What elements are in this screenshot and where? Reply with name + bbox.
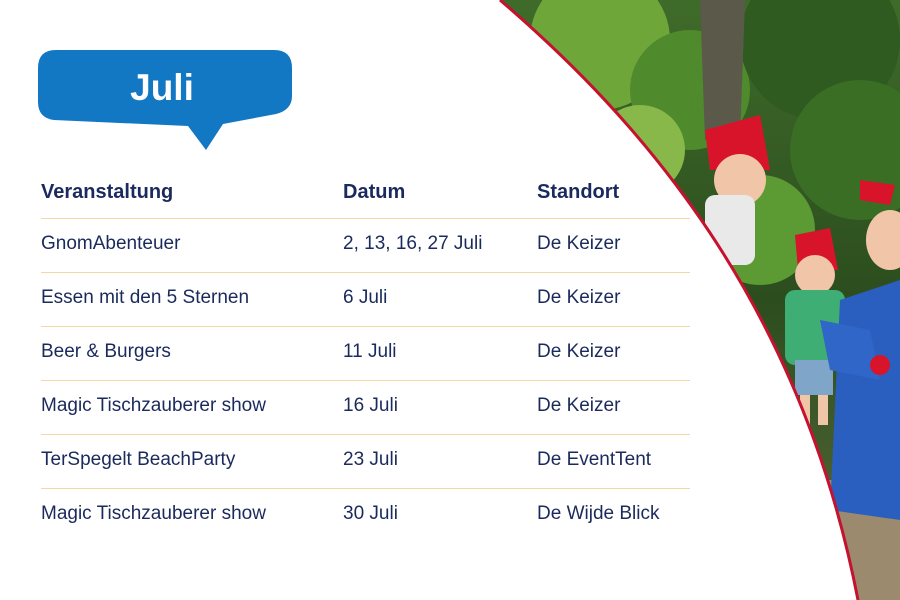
event-date: 30 Juli xyxy=(343,503,398,524)
table-row: Beer & Burgers 11 Juli De Keizer xyxy=(41,327,690,381)
event-name: Essen mit den 5 Sternen xyxy=(41,287,250,308)
event-date: 2, 13, 16, 27 Juli xyxy=(343,233,483,254)
table-row: GnomAbenteuer 2, 13, 16, 27 Juli De Keiz… xyxy=(41,219,690,273)
header-event: Veranstaltung xyxy=(41,181,174,203)
table-row: Magic Tischzauberer show 30 Juli De Wijd… xyxy=(41,489,690,542)
header-location: Standort xyxy=(537,181,620,203)
table-row: Essen mit den 5 Sternen 6 Juli De Keizer xyxy=(41,273,690,327)
event-date: 11 Juli xyxy=(343,341,397,362)
event-location: De EventTent xyxy=(537,449,652,470)
event-location: De Keizer xyxy=(537,287,621,308)
event-location: De Keizer xyxy=(537,233,621,254)
table-row: Magic Tischzauberer show 16 Juli De Keiz… xyxy=(41,381,690,435)
event-location: De Keizer xyxy=(537,395,621,416)
event-name: Beer & Burgers xyxy=(41,341,171,362)
events-table: Veranstaltung Datum Standort GnomAbenteu… xyxy=(41,168,690,542)
event-name: GnomAbenteuer xyxy=(41,233,181,254)
event-date: 6 Juli xyxy=(343,287,388,308)
month-title: Juli xyxy=(130,67,194,108)
event-date: 23 Juli xyxy=(343,449,398,470)
event-location: De Wijde Blick xyxy=(537,503,660,524)
event-date: 16 Juli xyxy=(343,395,398,416)
month-badge: Juli xyxy=(38,50,292,150)
event-name: TerSpegelt BeachParty xyxy=(41,449,236,470)
table-header: Veranstaltung Datum Standort xyxy=(41,168,690,219)
table-row: TerSpegelt BeachParty 23 Juli De EventTe… xyxy=(41,435,690,489)
event-name: Magic Tischzauberer show xyxy=(41,395,266,416)
speech-bubble-shape xyxy=(38,50,292,150)
event-name: Magic Tischzauberer show xyxy=(41,503,266,524)
header-date: Datum xyxy=(343,181,406,203)
event-location: De Keizer xyxy=(537,341,621,362)
